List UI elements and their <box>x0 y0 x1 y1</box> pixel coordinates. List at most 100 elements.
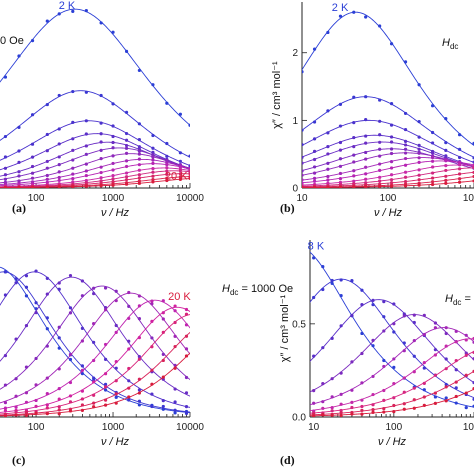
data-point <box>302 155 304 159</box>
data-point <box>389 151 394 156</box>
data-point <box>137 403 141 407</box>
data-point <box>444 326 448 330</box>
data-point <box>392 381 396 386</box>
data-point <box>111 124 115 128</box>
data-point <box>444 178 448 182</box>
data-point <box>137 145 141 149</box>
data-point <box>312 354 316 358</box>
data-point <box>371 403 375 407</box>
x-tick-label: 10000 <box>176 422 204 433</box>
data-point <box>417 143 421 147</box>
data-point <box>389 123 394 127</box>
data-point <box>444 367 448 371</box>
data-point <box>3 186 8 188</box>
data-point <box>444 396 448 400</box>
data-point <box>444 385 448 389</box>
data-point <box>165 141 169 146</box>
data-point <box>114 392 118 396</box>
data-point <box>34 269 38 273</box>
data-point <box>444 344 448 348</box>
data-point <box>3 134 8 139</box>
data-point <box>412 354 416 358</box>
data-point <box>92 401 96 405</box>
data-point <box>57 155 61 159</box>
data-point <box>444 399 448 403</box>
data-point <box>430 176 435 180</box>
series-line-7k <box>0 147 190 181</box>
data-point <box>326 152 330 156</box>
x-tick-label: 100 <box>385 422 402 433</box>
data-point <box>80 372 85 376</box>
data-point <box>137 179 141 183</box>
data-point <box>124 143 129 148</box>
series-line-14k <box>0 170 190 188</box>
data-point <box>454 368 458 372</box>
data-point <box>3 383 8 387</box>
data-point <box>34 356 38 361</box>
plot-area <box>310 251 474 417</box>
data-point <box>389 178 394 182</box>
data-point <box>45 392 49 396</box>
data-point <box>457 147 462 151</box>
data-point <box>430 171 435 175</box>
data-point <box>422 395 426 399</box>
data-point <box>68 352 73 357</box>
data-point <box>444 168 448 173</box>
series-line-15k <box>310 370 474 416</box>
panel-label: (a) <box>12 201 26 215</box>
data-point <box>45 412 49 416</box>
data-point <box>360 351 364 356</box>
x-tick-label: 100 <box>28 422 45 433</box>
data-point <box>402 407 406 411</box>
series-line-2k <box>0 8 190 126</box>
data-point <box>111 177 115 181</box>
series-line-10k <box>0 163 190 187</box>
data-point <box>321 382 325 386</box>
data-point <box>330 336 334 340</box>
data-point <box>338 171 343 176</box>
data-point <box>444 331 448 336</box>
data-point <box>111 168 115 172</box>
y-axis-label: χ″ / cm³ mol⁻¹ <box>279 294 291 362</box>
data-point <box>45 102 49 107</box>
data-point <box>302 186 304 188</box>
data-point <box>57 325 61 329</box>
data-point <box>430 104 435 108</box>
data-point <box>14 281 18 285</box>
data-point <box>124 171 129 175</box>
data-point <box>57 397 61 401</box>
data-point <box>457 172 462 176</box>
data-point <box>30 164 35 169</box>
data-point <box>371 392 375 397</box>
data-point <box>422 403 426 407</box>
data-point <box>99 176 103 180</box>
data-point <box>80 408 85 412</box>
data-point <box>111 30 115 34</box>
data-point <box>178 172 182 176</box>
data-point <box>111 134 115 139</box>
data-point <box>302 161 304 165</box>
data-point <box>17 185 21 188</box>
data-point <box>103 308 108 312</box>
data-point <box>364 177 368 181</box>
data-point <box>188 123 190 127</box>
data-point <box>454 401 458 405</box>
data-point <box>378 175 382 179</box>
data-point <box>330 278 334 283</box>
data-point <box>84 9 88 13</box>
data-point <box>312 137 317 141</box>
data-point <box>99 140 103 144</box>
data-point <box>57 336 61 340</box>
data-point <box>57 93 61 98</box>
y-tick-label: 0.0 <box>292 413 306 424</box>
data-point <box>92 393 96 397</box>
x-axis-label: ν / Hz <box>101 436 130 448</box>
data-point <box>312 165 317 169</box>
data-point <box>111 161 115 166</box>
data-point <box>24 391 29 395</box>
data-point <box>151 161 155 165</box>
data-point <box>430 182 435 187</box>
data-point <box>57 346 61 350</box>
x-axis-label: ν / Hz <box>374 207 403 219</box>
